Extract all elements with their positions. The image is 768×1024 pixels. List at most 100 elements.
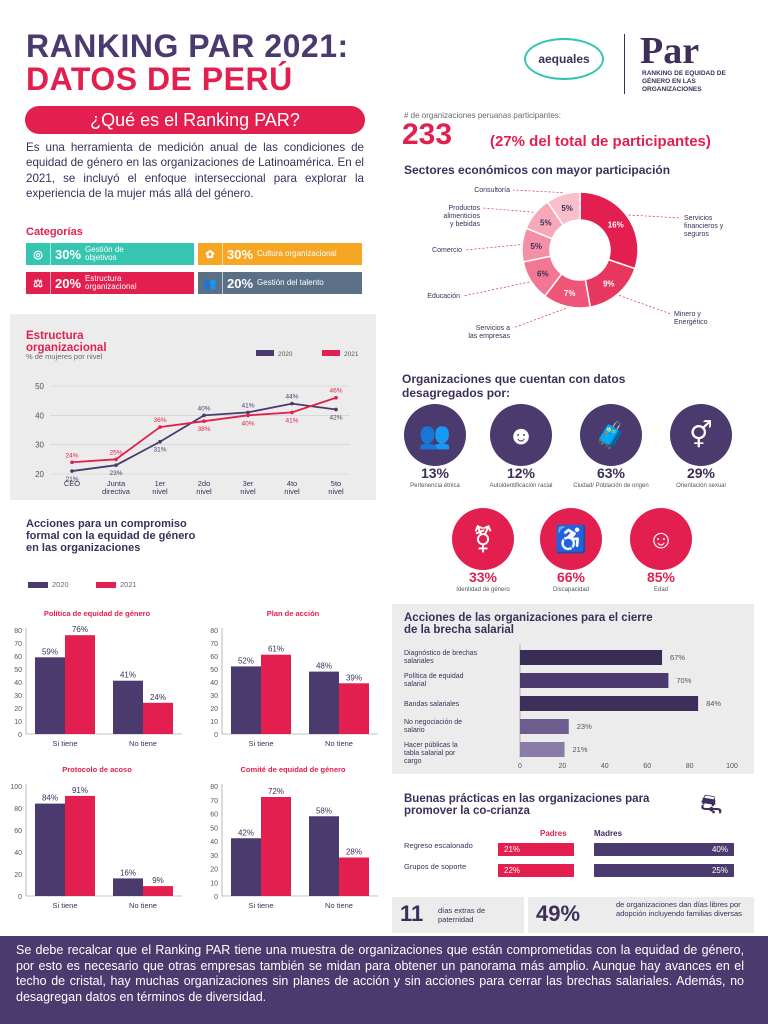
y-tick-label: 30 [210,853,218,860]
age-faces-icon: ☺ [647,523,675,554]
structure-line-chart: 20 30 40 50 CEO Junta directiva 1er nivel 2do nive… [35,350,359,496]
bar-2020 [113,878,143,896]
legend-label: 2021 [344,351,359,358]
series-point [290,401,294,406]
bar-2021 [143,702,173,734]
kpi-paternity-value: 11 [400,901,424,926]
category-gestion-talento: 👥 20% Gestión del talento [198,272,362,294]
footer [0,936,768,1024]
series-point [202,419,206,423]
actions-formal-title: Acciones para un compromiso formal con l… [26,518,196,554]
y-tick-label: 40 [14,850,22,857]
y-tick-label: 0 [214,732,218,739]
y-tick-label: 40 [210,839,218,846]
disaggregated-circle: 🧳 [580,404,642,466]
participants-count: 233 [402,118,453,151]
series-point [290,410,294,415]
donut-slice-label: Servicios financieros y seguros [684,215,724,238]
title-line-1: RANKING PAR 2021: [26,28,349,64]
bar-value-label: 9% [152,876,164,885]
donut-slice-label: Servicios a las empresas [468,325,510,340]
donut-slice-label: Productos alimenticios y bebidas [443,205,480,228]
data-label: 42% [329,414,342,421]
intro-text: Es una herramienta de medición anual de … [26,141,364,201]
donut-leader-line [462,281,530,297]
donut-leader-line [482,207,534,213]
data-label: 23% [109,470,122,477]
x-tick-label: 3er nivel [240,479,256,496]
category-pct: 20% [227,275,254,291]
bar-2021 [143,886,173,896]
y-tick-label: 50 [210,667,218,674]
chart-title: Plan de acción [267,609,320,618]
x-tick-label: Si tiene [52,739,77,748]
gender-identity-icon: ⚧ [472,523,494,554]
y-tick-label: 30 [14,693,22,700]
data-label: 31% [153,447,166,454]
y-tick-label: 20 [14,872,22,879]
category-label: Gestión de objetivos [85,245,124,262]
data-label: 46% [329,388,342,395]
disaggregated-pct: 63% [596,465,626,481]
donut-slice-value: 7% [564,289,576,298]
bar-value-label: 42% [238,828,254,837]
y-tick-label: 20 [35,470,44,479]
participants-share: (27% del total de participantes) [490,133,711,150]
y-tick-label: 60 [14,654,22,661]
bar-value-label: 39% [346,673,362,682]
y-tick-label: 50 [35,382,44,391]
bar-value-label: 23% [577,722,592,731]
donut-leader-line [619,295,672,315]
y-tick-label: 60 [210,654,218,661]
series-point [334,395,338,400]
series-point [158,439,162,444]
hbar [520,742,565,757]
series-point [114,463,118,467]
target-icon: ◎ [26,243,51,265]
data-label: 21% [65,476,78,483]
x-tick-label: Junta directiva [102,479,131,496]
y-tick-label: 60 [14,828,22,835]
people-icon: 👥 [198,272,223,294]
bar-2020 [35,803,65,896]
gender-symbols-icon: ⚥ [689,419,713,450]
intro-heading: ¿Qué es el Ranking PAR? [25,106,365,134]
series-point [334,407,338,412]
x-tick-label: 5to nivel [328,479,344,496]
disaggregated-pct: 85% [646,569,676,585]
disaggregated-pct: 29% [686,465,716,481]
category-pct: 20% [55,275,82,291]
category-pct: 30% [55,246,82,262]
childcare-mothers-bar: 25% [594,864,734,877]
donut-slice-value: 5% [530,242,542,251]
bar-2021 [339,683,369,734]
plan-bar-chart: Plan de acción 0 10 20 30 40 50 60 70 80 52% 61% Si … [210,609,378,748]
wage-gap-bar-chart: 0 20 40 60 80 100 67% Diagnóstico de brechas sal… [404,644,738,770]
donut-slice-label: Minero y Energético [674,311,708,326]
legend-swatch [322,350,340,356]
disaggregated-circle: ⚧ [452,508,514,570]
comite-bar-chart: Comité de equidad de género 0 10 20 30 40 50 60… [210,765,378,910]
category-label: Cultura organizacional [257,249,337,258]
disaggregated-label: Autoidentificación racial [489,483,553,489]
category-label: Gestión del talento [257,278,324,287]
childcare-col-mothers: Madres [594,829,623,838]
par-logo-subtitle: RANKING DE EQUIDAD DE GÉNERO EN LAS ORGA… [642,70,726,93]
bar-2020 [113,680,143,734]
series-point [70,460,74,465]
structure-subtitle: % de mujeres por nivel [26,352,103,361]
bar-value-label: 48% [316,662,332,671]
bar-2020 [35,657,65,734]
bar-value-label: 28% [346,848,362,857]
x-tick-label: No tiene [325,739,353,748]
donut-slice [546,191,581,227]
y-tick-label: Política de equidad salarial [404,673,464,688]
bar-value-label: 67% [670,653,685,662]
title-line-2: DATOS DE PERÚ [26,61,293,97]
y-tick-label: 80 [14,628,22,635]
category-estructura-organizacional: ⚖ 20% Estructura organizacional [26,272,194,294]
x-tick-label: Si tiene [248,739,273,748]
kpi-adoption-value: 49% [536,901,581,926]
x-tick-label: 1er nivel [152,479,168,496]
category-cultura-organizacional: ✿ 30% Cultura organizacional [198,243,362,265]
